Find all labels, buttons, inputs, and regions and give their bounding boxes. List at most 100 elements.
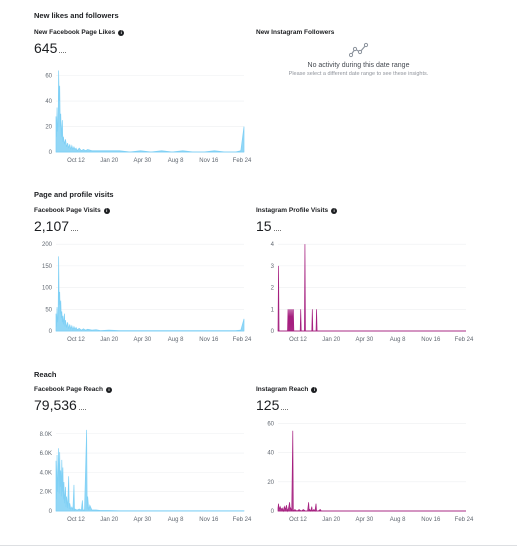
y-tick-label: 60 [267,421,274,427]
y-tick-label: 2.0K [40,490,52,496]
empty-state-title: No activity during this date range [307,62,410,69]
info-icon[interactable]: i [118,29,125,36]
x-tick-label: Feb 24 [233,517,252,523]
info-icon[interactable]: i [103,207,110,214]
ig-followers-title-label: New Instagram Followers [256,29,335,36]
fb-reach-total: 79,536 [34,397,86,413]
x-tick-label: Oct 12 [289,517,307,523]
ig-followers-title: New Instagram Followers [256,29,334,36]
x-tick-label: Apr 30 [356,337,374,343]
x-tick-label: Apr 30 [134,517,152,523]
empty-state-subtitle: Please select a different date range to … [288,71,429,77]
y-tick-label: 200 [42,242,53,248]
series-area [55,429,245,512]
ig-visits-total: 15 [256,218,281,234]
y-tick-label: 150 [42,264,53,270]
section-title-visits: Page and profile visits [34,190,114,199]
ig-visits-chart: 0 1 2 3 4 Oct 12 Jan 20 Apr 30 Aug 8 Nov 16 Feb 24 [271,242,474,343]
x-tick-label: Nov 16 [199,517,219,523]
ig-reach-total: 125 [256,397,289,413]
x-tick-label: Apr 30 [134,337,152,343]
y-tick-label: 4.0K [40,470,52,476]
section-title-likes: New likes and followers [34,11,119,20]
x-tick-label: Feb 24 [455,337,474,343]
series-area [55,256,245,332]
fb-visits-total-value: 2,107 [34,218,70,234]
info-icon[interactable]: i [106,386,112,393]
fb-likes-total-value: 645 [34,40,58,56]
y-tick-label: 4 [271,242,275,248]
info-icon[interactable]: i [331,207,338,214]
y-tick-label: 50 [45,307,52,313]
x-tick-label: Nov 16 [199,158,219,164]
y-tick-label: 40 [267,451,274,457]
fb-visits-total: 2,107 [34,218,79,234]
ig-reach-chart: 0 20 40 60 Oct 12 Jan 20 Apr 30 Aug 8 Nov 16 Feb … [267,421,474,523]
x-tick-label: Oct 12 [67,337,85,343]
comparison-dash [273,229,281,231]
y-tick-label: 3 [271,264,275,270]
y-tick-label: 0 [271,509,275,515]
x-tick-label: Aug 8 [390,337,406,343]
y-tick-label: 0 [271,329,275,335]
line-chart-icon [348,42,368,58]
info-icon[interactable]: i [311,386,318,393]
fb-likes-total: 645 [34,40,67,56]
x-tick-label: Oct 12 [67,517,85,523]
comparison-dash [281,408,289,410]
fb-visits-title: Facebook Page Visits i [34,207,110,214]
x-tick-label: Oct 12 [289,337,307,343]
y-tick-label: 0 [49,509,53,515]
fb-reach-chart: 0 2.0K 4.0K 6.0K 8.0K Oct 12 Jan 20 Apr 30 Aug 8… [40,429,252,523]
x-tick-label: Nov 16 [421,337,441,343]
y-tick-label: 20 [267,480,274,486]
x-tick-label: Aug 8 [168,158,184,164]
y-tick-label: 0 [49,329,53,335]
x-tick-label: Feb 24 [233,337,252,343]
x-tick-label: Apr 30 [134,158,152,164]
series-area [55,70,245,153]
ig-followers-empty-state: No activity during this date range Pleas… [256,42,461,77]
fb-likes-title: New Facebook Page Likes i [34,29,125,36]
ig-reach-title-label: Instagram Reach [256,386,309,393]
fb-likes-title-label: New Facebook Page Likes [34,29,116,36]
ig-reach-title: Instagram Reach i [256,386,318,393]
x-tick-label: Nov 16 [199,337,219,343]
fb-reach-total-value: 79,536 [34,397,77,413]
ig-visits-total-value: 15 [256,218,272,234]
fb-reach-title: Facebook Page Reach i [34,386,112,393]
x-tick-label: Feb 24 [455,517,474,523]
x-tick-label: Aug 8 [390,517,406,523]
comparison-dash [71,229,79,231]
x-tick-label: Aug 8 [168,517,184,523]
y-tick-label: 40 [45,99,52,105]
x-tick-label: Jan 20 [322,517,341,523]
fb-likes-chart: 0 20 40 60 Oct 12 Jan 20 Apr 30 Aug 8 Nov 16 Feb … [45,70,252,164]
y-tick-label: 20 [45,125,52,131]
x-tick-label: Nov 16 [421,517,441,523]
y-tick-label: 60 [45,74,52,80]
ig-visits-title: Instagram Profile Visits i [256,207,338,214]
x-tick-label: Jan 20 [100,158,119,164]
x-tick-label: Oct 12 [67,158,85,164]
x-tick-label: Jan 20 [100,337,119,343]
y-tick-label: 0 [49,150,53,156]
series-area [277,430,466,513]
fb-reach-title-label: Facebook Page Reach [34,386,103,393]
x-tick-label: Jan 20 [322,337,341,343]
y-tick-label: 2 [271,286,275,292]
comparison-dash [59,51,67,53]
x-tick-label: Aug 8 [168,337,184,343]
y-tick-label: 1 [271,307,275,313]
y-tick-label: 6.0K [40,451,52,457]
ig-visits-title-label: Instagram Profile Visits [256,207,329,214]
x-tick-label: Jan 20 [100,517,119,523]
ig-reach-total-value: 125 [256,397,280,413]
y-tick-label: 100 [42,286,53,292]
y-tick-label: 8.0K [40,432,52,438]
x-tick-label: Feb 24 [233,158,252,164]
fb-visits-title-label: Facebook Page Visits [34,207,101,214]
fb-visits-chart: 0 50 100 150 200 Oct 12 Jan 20 Apr 30 Aug 8 Nov 1… [42,242,252,343]
comparison-dash [78,408,86,410]
page-divider [0,545,517,546]
